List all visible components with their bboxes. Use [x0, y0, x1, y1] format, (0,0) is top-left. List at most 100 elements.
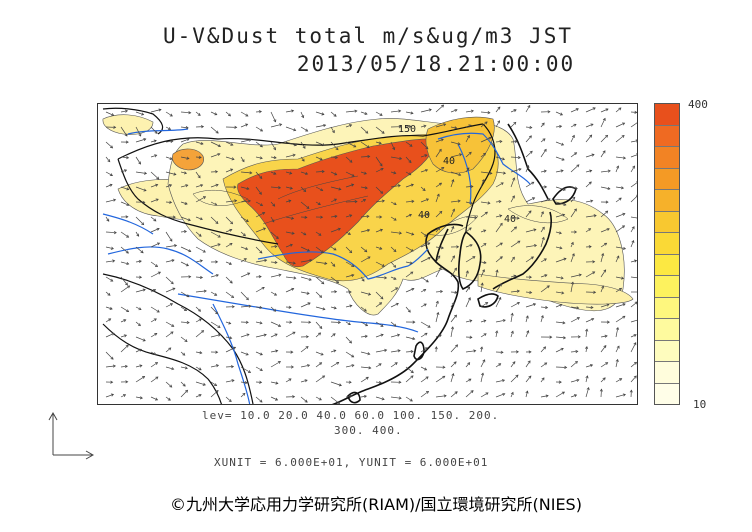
wind-vector — [255, 111, 262, 113]
wind-vector-head — [606, 227, 610, 231]
wind-vector-head — [245, 247, 249, 251]
wind-vector — [420, 332, 428, 338]
wind-vector — [540, 237, 545, 248]
wind-vector — [210, 243, 221, 248]
wind-vector-head — [368, 366, 372, 370]
wind-vector-head — [438, 334, 442, 338]
wind-vector-head — [231, 295, 235, 299]
wind-vector — [420, 231, 427, 237]
contour-label-4: 150 — [398, 124, 416, 135]
wind-vector-head — [574, 208, 577, 212]
wind-vector — [375, 349, 387, 353]
wind-vector — [510, 392, 514, 398]
plume-small-topleft — [102, 114, 154, 135]
wind-vector-head — [470, 390, 474, 394]
wind-vector — [465, 286, 470, 293]
wind-vector-head — [171, 367, 175, 371]
wind-vector-head — [468, 151, 472, 155]
wind-vector-head — [410, 248, 414, 252]
wind-vector — [390, 246, 397, 252]
wind-vector — [375, 291, 384, 300]
wind-vector-head — [635, 139, 637, 143]
wind-vector — [360, 141, 370, 148]
wind-vector-head — [197, 175, 201, 179]
wind-vector — [180, 336, 188, 342]
wind-vector-head — [124, 282, 128, 286]
wind-vector — [375, 381, 382, 384]
wind-vector-head — [465, 270, 469, 274]
wind-vector-head — [622, 393, 626, 397]
wind-vector — [630, 154, 637, 158]
wind-vector — [480, 179, 485, 188]
wind-vector-head — [153, 352, 157, 355]
wind-vector — [360, 215, 369, 218]
wind-vector — [570, 123, 577, 128]
wind-vector-head — [304, 215, 308, 219]
wind-vector — [630, 195, 637, 203]
wind-vector — [255, 321, 263, 324]
wind-vector-head — [574, 360, 578, 364]
wind-vector — [570, 350, 578, 353]
wind-vector-head — [574, 230, 578, 234]
ref-vector-x-head — [85, 450, 95, 460]
wind-vector-head — [571, 253, 575, 257]
wind-vector — [465, 216, 477, 218]
wind-vector — [210, 334, 221, 338]
wind-vector — [570, 317, 580, 323]
wind-vector — [540, 138, 546, 143]
wind-vector — [195, 156, 202, 158]
wind-vector — [240, 139, 252, 143]
wind-vector-head — [174, 244, 178, 248]
wind-vector — [600, 243, 607, 248]
wind-vector — [255, 227, 266, 233]
wind-vector — [540, 285, 550, 293]
wind-vector — [495, 242, 503, 248]
wind-vector — [330, 396, 340, 404]
wind-vector-head — [424, 233, 428, 237]
wind-vector-head — [561, 157, 565, 161]
wind-vector — [150, 333, 157, 338]
wind-vector — [150, 198, 159, 203]
wind-vector — [525, 135, 532, 143]
wind-vector — [435, 149, 442, 158]
wind-vector-head — [188, 249, 192, 253]
wind-vector — [360, 351, 370, 355]
wind-vector — [465, 256, 476, 263]
wind-vector-head — [333, 306, 337, 310]
wind-vector — [105, 318, 111, 323]
wind-vector-head — [453, 361, 457, 365]
wind-vector-head — [215, 273, 219, 278]
wind-vector — [135, 171, 147, 174]
wind-vector — [375, 200, 385, 203]
wind-vector — [495, 171, 506, 174]
wind-vector — [165, 126, 171, 130]
wind-vector-head — [110, 393, 115, 397]
wind-vector — [360, 366, 371, 369]
wind-vector — [375, 246, 382, 250]
wind-vector-head — [171, 259, 175, 263]
wind-vector — [390, 261, 396, 268]
wind-vector-head — [214, 202, 218, 206]
wind-vector — [525, 105, 531, 113]
wind-vector-head — [605, 362, 609, 366]
wind-vector — [570, 135, 575, 143]
wind-vector — [495, 283, 502, 293]
wind-vector-head — [411, 232, 415, 236]
wind-vector — [150, 154, 157, 158]
wind-vector-head — [562, 321, 566, 325]
wind-vector-head — [184, 366, 188, 370]
wind-vector — [495, 120, 500, 128]
wind-vector — [165, 321, 174, 327]
plume-mid-east — [425, 116, 495, 174]
wind-vector-head — [186, 294, 190, 298]
wind-vector-head — [467, 286, 471, 290]
wind-vector-head — [621, 134, 625, 138]
wind-vector-head — [393, 276, 397, 280]
wind-vector-head — [364, 186, 368, 190]
wind-vector-head — [247, 199, 251, 203]
wind-vector-head — [167, 127, 172, 130]
wind-vector-head — [576, 164, 580, 168]
colorbar-segment — [655, 296, 679, 318]
river-nw — [127, 128, 189, 135]
wind-vector — [300, 346, 309, 353]
